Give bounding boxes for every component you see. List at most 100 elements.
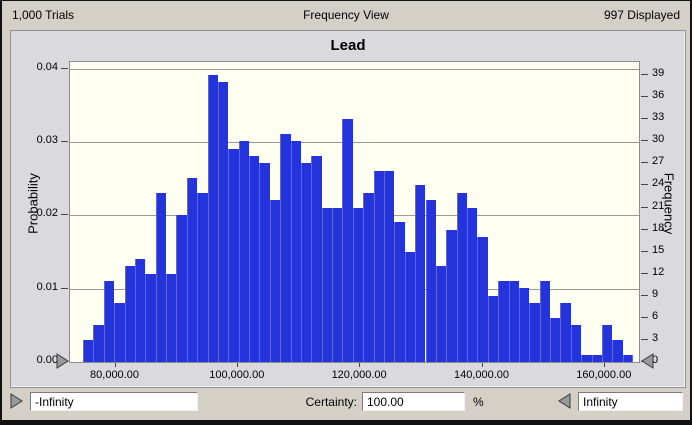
x-tick-mark: [603, 363, 605, 367]
histogram-bar: [539, 281, 551, 362]
histogram-bar: [529, 303, 540, 362]
freq-tick-mark: [641, 74, 648, 76]
freq-tick-label: 39: [652, 67, 665, 80]
freq-tick-mark: [641, 316, 648, 318]
freq-tick-mark: [641, 162, 648, 164]
histogram-bar: [134, 259, 146, 362]
freq-tick-label: 18: [652, 221, 665, 234]
histogram-bar: [373, 170, 384, 362]
freq-tick-mark: [641, 206, 648, 208]
x-tick-mark: [481, 363, 483, 367]
trials-count: 1,000 Trials: [12, 8, 75, 22]
x-tick-mark: [359, 363, 361, 367]
chart-panel: Lead Probability Frequency 0.00 0.01 0.02 0…: [10, 30, 686, 388]
x-tick-label: 80,000.00: [90, 369, 139, 381]
upper-bound-input[interactable]: [578, 392, 683, 411]
histogram-bar: [508, 281, 519, 362]
freq-tick-label: 33: [652, 111, 665, 124]
histogram-bar: [207, 75, 218, 362]
histogram-bar: [311, 156, 322, 362]
freq-tick-label: 9: [652, 287, 659, 300]
certainty-label: Certainty:: [305, 395, 357, 409]
histogram-bar: [591, 354, 602, 362]
freq-tick-mark: [641, 250, 648, 252]
histogram-bar: [321, 207, 333, 362]
histogram-bar: [238, 141, 250, 362]
freq-tick-mark: [641, 118, 648, 120]
histogram-bar: [197, 192, 208, 362]
histogram-bar: [560, 303, 571, 362]
histogram-bar: [518, 288, 530, 362]
histogram-bar: [228, 148, 239, 362]
histogram-bar: [124, 266, 135, 362]
histogram-bar: [622, 354, 634, 362]
prob-tick-mark: [61, 214, 68, 216]
histogram-bar: [435, 266, 447, 362]
x-tick-label: 100,000.00: [209, 369, 265, 381]
histogram-bar: [186, 178, 198, 362]
percent-sign: %: [473, 395, 484, 409]
chart-title: Lead: [330, 37, 366, 54]
histogram-bar: [394, 222, 405, 362]
freq-tick-label: 12: [652, 265, 665, 278]
freq-tick-label: 30: [652, 133, 665, 146]
freq-tick-label: 15: [652, 243, 665, 256]
histogram-bar: [550, 317, 561, 362]
histogram-bar: [498, 281, 509, 362]
histogram-bar: [581, 354, 592, 362]
gridline: [70, 68, 639, 70]
y-axis-label-probability: Probability: [25, 173, 41, 234]
prob-tick-label: 0.01: [36, 280, 58, 293]
histogram-bar: [249, 156, 260, 362]
histogram-bar: [446, 229, 457, 362]
histogram-bar: [570, 325, 582, 362]
histogram-bar: [290, 141, 301, 362]
histogram-bar: [166, 273, 177, 362]
x-tick-label: 160,000.00: [576, 369, 632, 381]
histogram-bar: [383, 170, 395, 362]
histogram-bar: [259, 163, 270, 362]
histogram-bar: [612, 339, 623, 362]
histogram-bar: [93, 325, 104, 362]
freq-tick-mark: [641, 96, 648, 98]
lower-range-grabber-icon[interactable]: [56, 353, 69, 369]
freq-tick-label: 27: [652, 155, 665, 168]
histogram-bar: [332, 207, 343, 362]
prob-tick-mark: [61, 287, 68, 289]
prob-tick-mark: [61, 141, 68, 142]
histogram-plot-area: [69, 61, 640, 363]
gridline: [70, 142, 639, 143]
histogram-bar: [404, 251, 416, 362]
histogram-bar: [83, 339, 94, 362]
freq-tick-label: 0: [652, 354, 659, 366]
histogram-bar: [155, 192, 167, 362]
x-tick-mark: [236, 363, 238, 367]
x-tick-mark: [114, 363, 116, 367]
freq-tick-label: 36: [652, 89, 665, 102]
upper-bound-arrow-icon[interactable]: [558, 393, 571, 409]
histogram-bar: [342, 119, 353, 362]
histogram-bar: [477, 236, 488, 362]
histogram-bar: [601, 325, 613, 362]
histogram-bar: [467, 207, 478, 362]
displayed-count: 997 Displayed: [603, 8, 680, 22]
prob-tick-label: 0.04: [36, 60, 58, 73]
histogram-bar: [456, 192, 467, 362]
lower-bound-arrow-icon[interactable]: [10, 393, 23, 409]
freq-tick-label: 3: [652, 331, 659, 344]
freq-tick-label: 24: [652, 177, 665, 190]
freq-tick-mark: [641, 140, 648, 142]
histogram-bar: [269, 200, 281, 362]
histogram-bar: [176, 214, 187, 362]
prob-tick-label: 0.00: [36, 354, 58, 366]
certainty-input[interactable]: [362, 392, 465, 411]
histogram-bar: [363, 192, 374, 362]
lower-bound-input[interactable]: [30, 392, 198, 411]
histogram-bar: [415, 185, 426, 362]
freq-tick-label: 21: [652, 199, 665, 212]
histogram-bar: [217, 82, 229, 362]
histogram-bar: [145, 273, 156, 362]
prob-tick-label: 0.03: [36, 134, 58, 146]
view-title: Frequency View: [303, 8, 389, 22]
upper-range-grabber-icon[interactable]: [641, 353, 654, 369]
